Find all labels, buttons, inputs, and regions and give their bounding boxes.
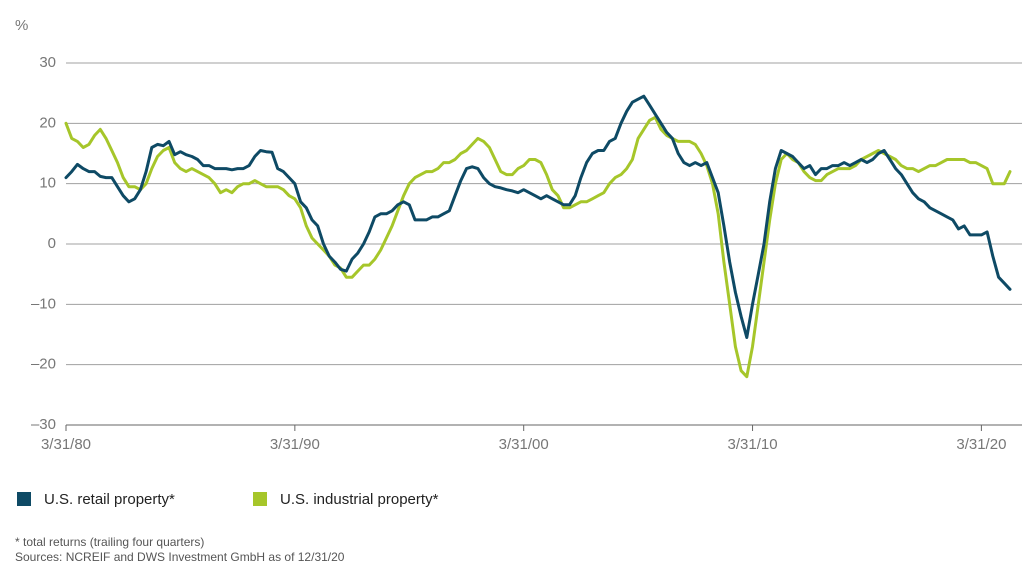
y-tick-label: 0	[48, 235, 56, 252]
series-line	[64, 94, 1012, 339]
x-tick-label: 3/31/80	[41, 436, 91, 453]
x-tick-label: 3/31/20	[956, 436, 1006, 453]
y-axis-label: %	[15, 17, 28, 34]
y-tick-label: 30	[39, 54, 56, 71]
footnote: * total returns (trailing four quarters)	[15, 535, 204, 549]
y-tick-label: –20	[31, 356, 56, 373]
x-tick-label: 3/31/10	[728, 436, 778, 453]
y-tick-label: 20	[39, 114, 56, 131]
legend-label: U.S. industrial property*	[280, 491, 439, 508]
legend-label: U.S. retail property*	[44, 491, 175, 508]
x-tick-label: 3/31/00	[499, 436, 549, 453]
y-tick-label: –30	[31, 416, 56, 433]
legend-swatch	[253, 492, 267, 506]
source: Sources: NCREIF and DWS Investment GmbH …	[15, 550, 345, 564]
series-line	[64, 115, 1012, 379]
x-tick-label: 3/31/90	[270, 436, 320, 453]
y-tick-label: 10	[39, 175, 56, 192]
y-tick-label: –10	[31, 295, 56, 312]
legend-swatch	[17, 492, 31, 506]
